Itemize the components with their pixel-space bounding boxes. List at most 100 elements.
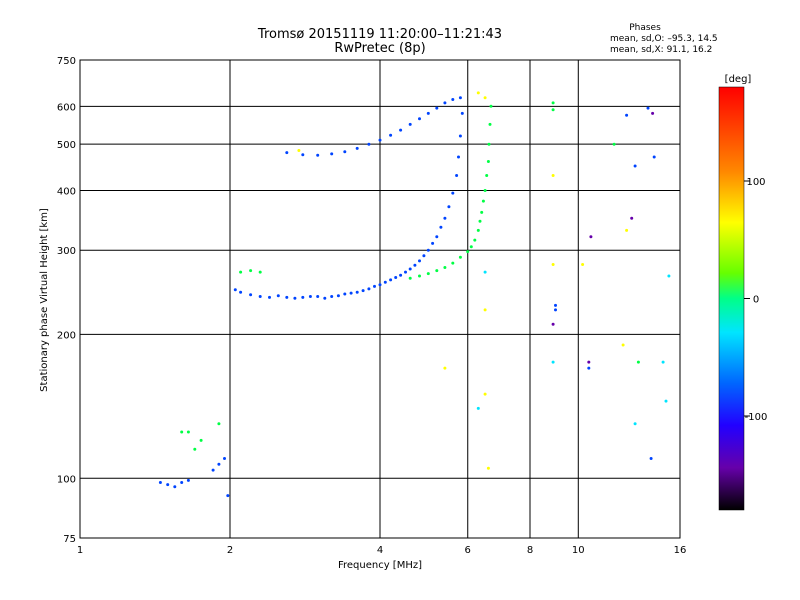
data-point xyxy=(239,290,243,294)
data-point xyxy=(483,270,487,274)
data-point xyxy=(636,360,640,364)
data-point xyxy=(473,238,477,242)
data-point xyxy=(480,210,484,214)
data-point xyxy=(378,283,382,287)
colorbar-tick-label: -100 xyxy=(745,412,768,423)
data-point xyxy=(443,216,447,220)
data-point xyxy=(186,430,190,434)
data-point xyxy=(667,274,671,278)
data-point xyxy=(652,155,656,159)
data-point xyxy=(612,142,616,146)
data-point xyxy=(226,494,230,498)
data-point xyxy=(199,438,203,442)
data-point xyxy=(336,294,340,298)
data-point xyxy=(466,250,470,254)
data-point xyxy=(554,303,557,307)
data-point xyxy=(383,280,387,284)
data-point xyxy=(554,308,557,312)
grid-lines xyxy=(80,60,680,538)
data-point xyxy=(451,191,455,195)
data-point xyxy=(581,263,585,266)
data-point xyxy=(661,360,665,364)
data-point xyxy=(488,122,492,126)
data-point xyxy=(378,138,382,142)
data-point xyxy=(343,292,347,296)
data-point xyxy=(483,308,487,312)
data-point xyxy=(551,174,555,177)
data-point xyxy=(297,149,301,152)
data-point xyxy=(551,108,555,112)
data-point xyxy=(186,478,190,482)
data-point xyxy=(301,153,305,157)
data-point xyxy=(367,142,371,146)
phase-stats-x: mean, sd,X: 91.1, 16.2 xyxy=(610,45,712,55)
data-point xyxy=(413,263,417,267)
data-point xyxy=(431,241,435,245)
data-point xyxy=(458,96,462,100)
data-point xyxy=(418,117,421,121)
data-point xyxy=(361,289,365,293)
x-tick-label: 6 xyxy=(465,545,471,556)
chart-subtitle: RwPretec (8p) xyxy=(334,41,425,56)
data-point xyxy=(323,296,327,300)
data-point xyxy=(399,273,403,277)
data-point xyxy=(193,447,197,451)
data-point xyxy=(625,228,629,232)
x-tick-label: 2 xyxy=(227,545,233,556)
y-tick-label: 500 xyxy=(57,140,76,151)
data-point xyxy=(394,276,398,279)
data-point xyxy=(587,360,591,364)
data-point xyxy=(211,468,215,472)
y-axis-ticks: 75 100 200 300 400 500 600 750 xyxy=(57,56,76,545)
y-tick-label: 100 xyxy=(57,474,76,485)
data-point xyxy=(458,255,462,259)
data-point xyxy=(355,146,359,150)
data-point xyxy=(435,235,439,239)
data-point xyxy=(285,151,289,155)
data-point xyxy=(455,174,459,177)
data-point xyxy=(451,98,455,101)
x-tick-label: 4 xyxy=(377,545,383,556)
data-point xyxy=(621,343,625,347)
data-point xyxy=(487,142,491,146)
data-point xyxy=(316,153,320,157)
y-tick-label: 750 xyxy=(57,56,76,67)
y-tick-label: 400 xyxy=(57,186,76,197)
data-point xyxy=(589,235,593,239)
data-point xyxy=(646,106,650,110)
data-point xyxy=(664,399,668,403)
y-tick-label: 200 xyxy=(57,330,76,341)
data-point xyxy=(551,360,555,364)
data-point xyxy=(422,254,426,258)
y-tick-label: 600 xyxy=(57,102,76,113)
data-points xyxy=(158,91,671,498)
data-point xyxy=(239,270,243,274)
x-axis-label: Frequency [MHz] xyxy=(338,560,422,571)
data-point xyxy=(485,174,489,177)
data-point xyxy=(166,483,170,487)
data-point xyxy=(343,150,347,154)
data-point xyxy=(217,422,221,426)
data-point xyxy=(489,104,493,108)
colorbar-ticks: 100 0 -100 xyxy=(744,177,767,423)
data-point xyxy=(373,284,376,288)
data-point xyxy=(258,295,262,298)
data-point xyxy=(460,111,464,115)
y-axis-label: Stationary phase Virtual Height [km] xyxy=(39,208,50,392)
data-point xyxy=(483,96,487,100)
data-point xyxy=(389,133,393,137)
data-point xyxy=(651,111,655,115)
data-point xyxy=(435,269,439,273)
data-point xyxy=(158,481,162,484)
data-point xyxy=(483,189,487,192)
data-point xyxy=(587,366,591,370)
data-point xyxy=(426,248,430,252)
data-point xyxy=(476,228,480,232)
data-point xyxy=(180,481,184,484)
data-point xyxy=(443,366,447,370)
data-point xyxy=(258,270,262,274)
data-point xyxy=(426,272,430,276)
data-point xyxy=(349,291,353,295)
data-point xyxy=(404,270,407,274)
